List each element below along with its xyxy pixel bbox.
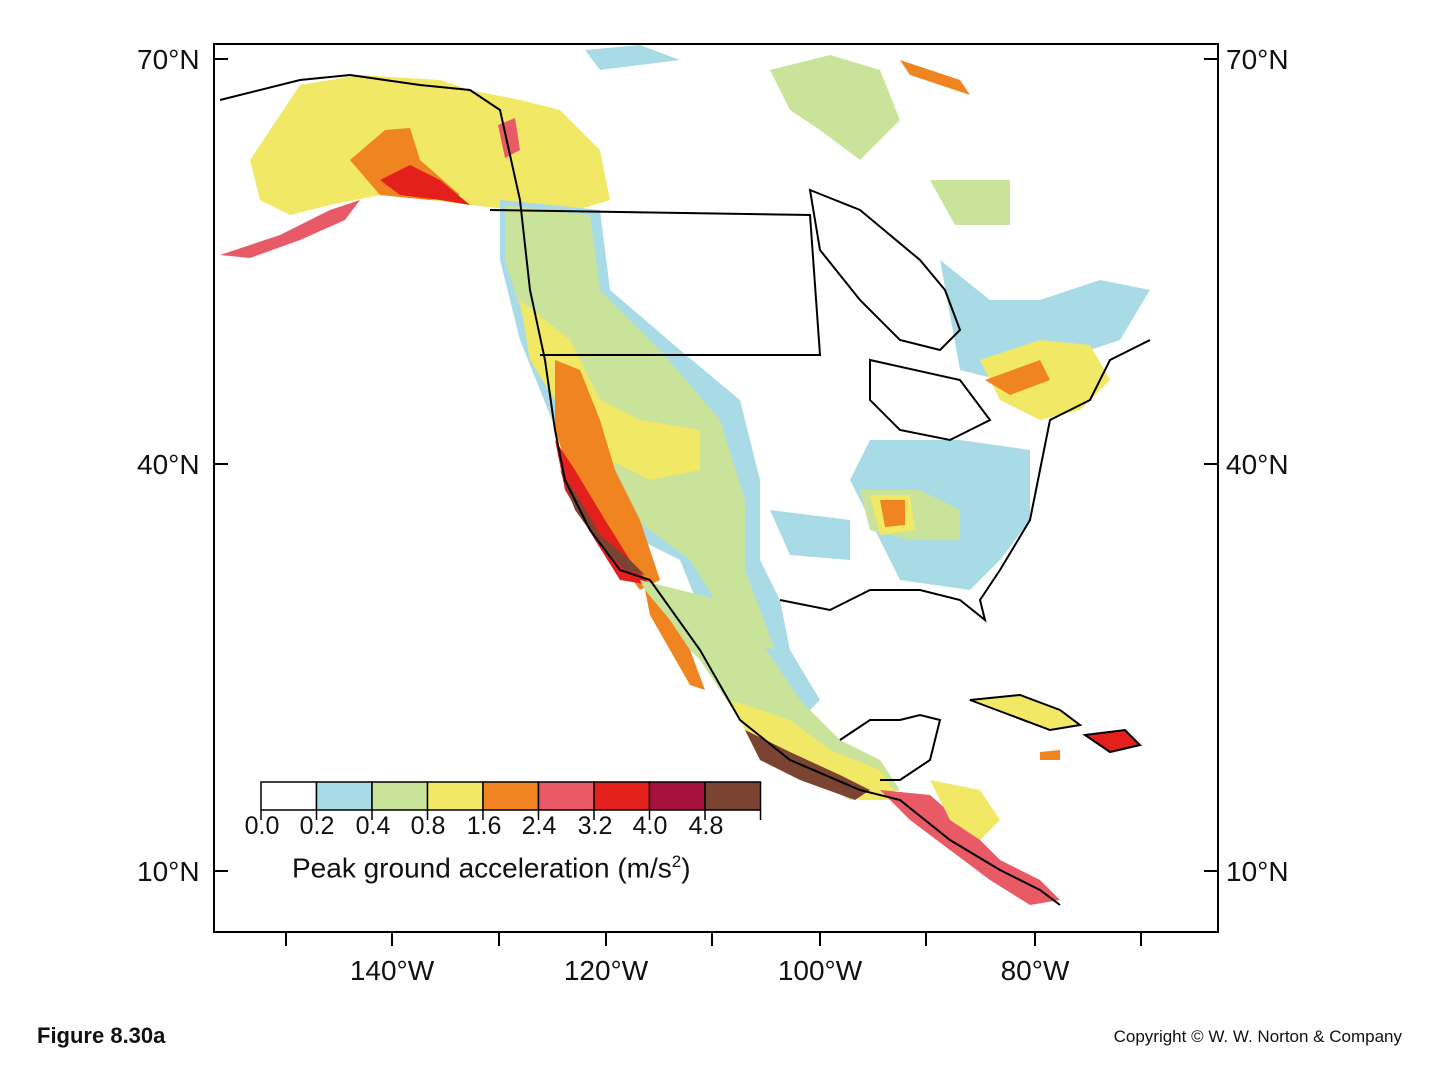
legend-tick-3: 0.8 — [410, 812, 446, 840]
zone-baffin-green — [930, 180, 1010, 225]
yucatan-coastline — [839, 713, 942, 781]
zone-greenland-yellow — [900, 60, 970, 95]
zone-new-madrid-orange — [880, 500, 905, 527]
legend-title-superscript: 2 — [671, 852, 682, 871]
legend-swatch-4 — [482, 781, 540, 811]
lat-label-70-left: 70°N — [137, 44, 200, 75]
zone-cuba-yellow — [970, 695, 1080, 730]
legend-title: Peak ground acceleration (m/s2) — [292, 852, 691, 884]
lat-ticks — [214, 58, 1218, 872]
lon-label-140w: 140°W — [349, 955, 435, 986]
coastlines — [219, 73, 1151, 906]
legend-tick-8: 4.8 — [688, 812, 724, 840]
zone-quebec-blue — [940, 260, 1150, 380]
lon-ticks — [285, 932, 1142, 946]
legend-swatch-2 — [371, 781, 429, 811]
hudson-bay-outline — [808, 188, 962, 352]
legend-swatch-5 — [537, 781, 595, 811]
lat-label-70-right: 70°N — [1226, 44, 1289, 75]
lon-label-100w: 100°W — [777, 955, 863, 986]
legend-tick-5: 2.4 — [521, 812, 557, 840]
legend-swatch-0 — [260, 781, 318, 811]
zone-st-lawrence-orange — [985, 360, 1050, 395]
lat-label-40-right: 40°N — [1226, 449, 1289, 480]
legend-swatch-7 — [648, 781, 706, 811]
cuba-outline — [969, 693, 1083, 732]
legend-tick-1: 0.2 — [299, 812, 335, 840]
legend-tick-7: 4.0 — [632, 812, 668, 840]
copyright-notice: Copyright © W. W. Norton & Company — [1113, 1027, 1402, 1046]
legend-swatch-8 — [704, 781, 762, 811]
hispaniola-outline — [1082, 728, 1142, 754]
zone-alaska-yellow — [250, 75, 610, 215]
zone-west-yellow — [520, 300, 700, 480]
legend-colorbar — [260, 781, 762, 820]
legend-swatch-3 — [426, 781, 484, 811]
pacific-coastline — [219, 73, 1061, 906]
zone-baja-orange — [645, 590, 705, 690]
legend-tick-0: 0.0 — [244, 812, 280, 840]
lon-label-120w: 120°W — [563, 955, 649, 986]
legend-title-text: Peak ground acceleration (m/s — [292, 852, 672, 884]
zone-arctic-green — [770, 55, 900, 160]
zone-aleutian — [220, 200, 360, 258]
legend-tick-4: 1.6 — [466, 812, 502, 840]
zone-arctic-blue — [585, 45, 680, 70]
lat-label-10-right: 10°N — [1226, 856, 1289, 887]
zone-mexico-brown — [745, 730, 870, 800]
zone-mexico-green — [640, 580, 900, 800]
zone-caribbean-orange — [1040, 750, 1060, 760]
lon-label-80w: 80°W — [1000, 955, 1070, 986]
legend-tick-6: 3.2 — [577, 812, 613, 840]
zone-coast-orange — [555, 360, 660, 590]
legend-tick-2: 0.4 — [355, 812, 391, 840]
gulf-coastline — [779, 339, 1151, 623]
figure-label: Figure 8.30a — [37, 1023, 166, 1048]
legend-swatch-6 — [593, 781, 651, 811]
legend-title-suffix: ) — [681, 852, 691, 884]
zone-plains-blue — [770, 510, 850, 560]
us-canada-border — [489, 209, 822, 356]
legend-swatch-1 — [315, 781, 373, 811]
lat-label-10-left: 10°N — [137, 856, 200, 887]
zone-mexico-yellow — [730, 700, 900, 800]
zone-central-america-yellow — [930, 780, 1000, 840]
zone-coast-red — [555, 440, 650, 585]
lat-label-40-left: 40°N — [137, 449, 200, 480]
map-frame — [213, 43, 1219, 933]
zone-hispaniola-red — [1085, 730, 1140, 752]
hazard-zones — [220, 45, 1150, 905]
great-lakes — [869, 358, 992, 442]
zone-alaska-red — [380, 165, 470, 205]
